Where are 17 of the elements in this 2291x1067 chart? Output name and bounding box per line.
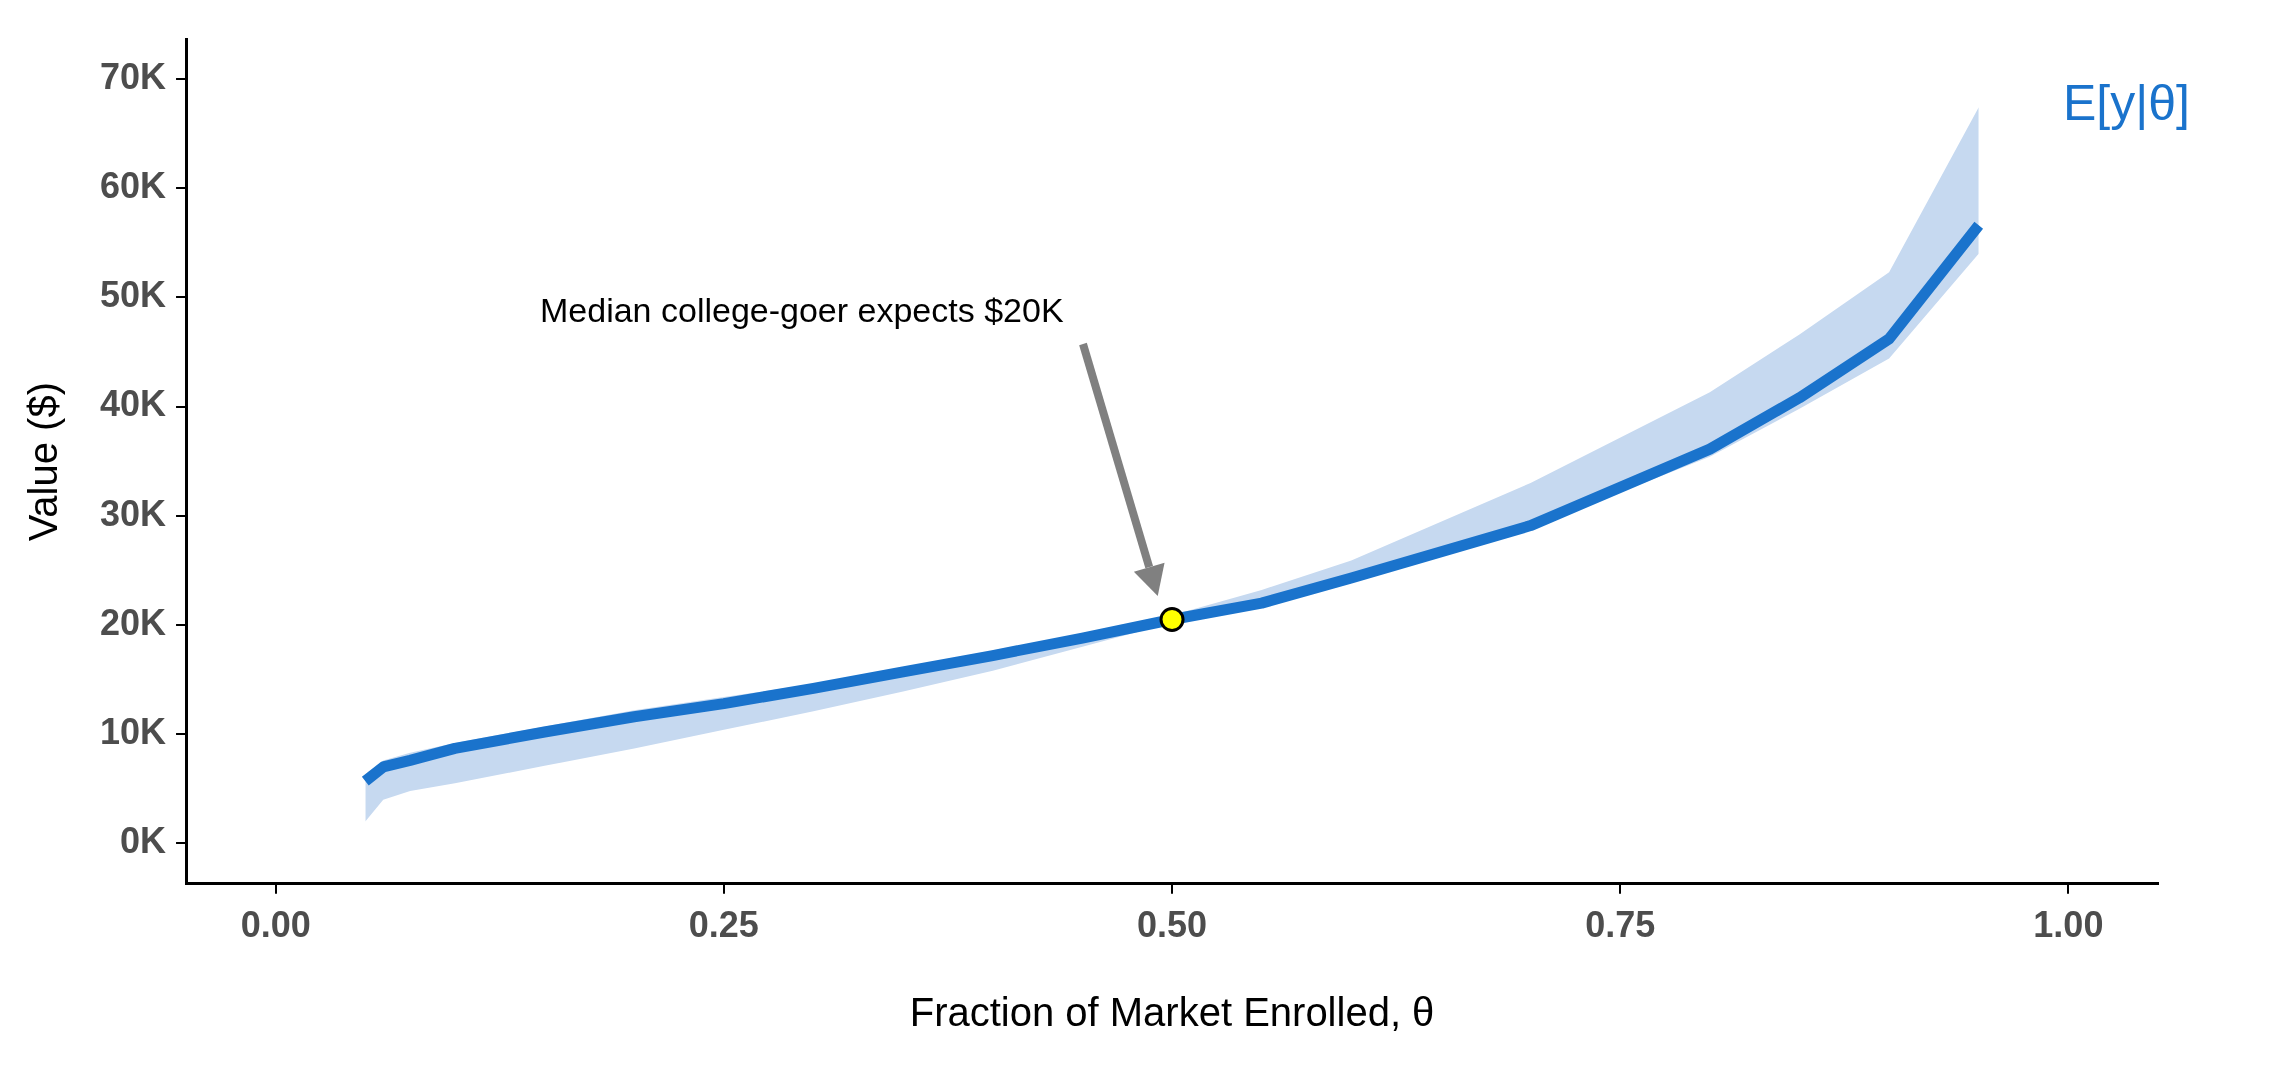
y-tick-label: 60K [99,165,167,207]
y-tick-label: 30K [99,492,167,534]
x-tick-label: 1.00 [2033,904,2104,946]
x-tick-label: 0.50 [1136,904,1208,946]
y-tick-label: 0K [120,820,167,862]
y-tick-label: 70K [99,55,167,97]
text: E[y|θ] [2063,75,2190,132]
x-tick-label: 0.25 [688,904,759,946]
y-tick-label: 10K [99,711,167,753]
y-tick-label: 20K [99,601,167,643]
annotation: Median college-goer expects $20K [540,291,1064,330]
y-tick-label: 50K [99,274,167,316]
y-axis-title: Value ($) [21,382,66,542]
y-tick-label: 40K [99,383,167,425]
x-axis-title: Fraction of Market Enrolled, θ [909,990,1435,1035]
x-tick-label: 0.75 [1585,904,1656,946]
x-tick-label: 0.00 [240,904,311,946]
